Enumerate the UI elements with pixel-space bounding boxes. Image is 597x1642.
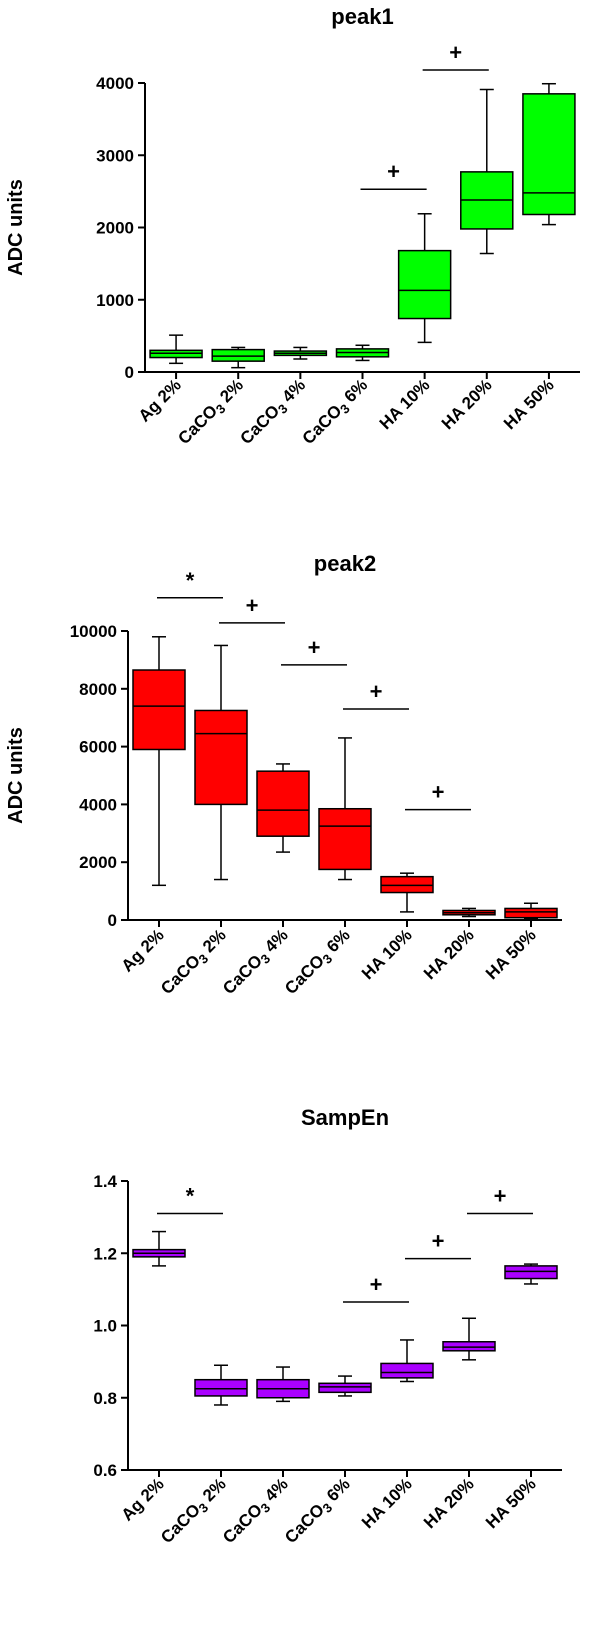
peak2-category-label: CaCO3 4% bbox=[219, 925, 294, 1000]
sampen-category-label: HA 10% bbox=[358, 1474, 416, 1532]
peak1-significance-mark: + bbox=[449, 40, 462, 65]
peak1-y-tick-label: 2000 bbox=[96, 219, 134, 238]
peak2-category-label: HA 50% bbox=[482, 925, 540, 983]
peak1-box bbox=[522, 93, 576, 216]
peak2-box bbox=[504, 907, 558, 919]
peak1-category-label: HA 20% bbox=[438, 375, 496, 433]
peak2-significance-mark: + bbox=[246, 593, 259, 618]
peak1-title: peak1 bbox=[331, 4, 393, 29]
peak2-y-tick-label: 8000 bbox=[79, 680, 117, 699]
peak1-box bbox=[397, 249, 452, 320]
peak1-category-label: CaCO3 4% bbox=[237, 375, 312, 450]
peak2-box bbox=[256, 770, 310, 837]
sampen-y-tick-label: 0.8 bbox=[93, 1389, 117, 1408]
peak2-category-label: HA 10% bbox=[358, 925, 416, 983]
peak1-category-label: CaCO3 6% bbox=[299, 375, 374, 450]
sampen-category-label: HA 20% bbox=[420, 1474, 478, 1532]
peak1-category-label: CaCO3 2% bbox=[174, 375, 249, 450]
sampen-y-tick-label: 0.6 bbox=[93, 1461, 117, 1480]
sampen-y-tick-label: 1.2 bbox=[93, 1244, 117, 1263]
peak2-chart: peak2 ADC units 0 2000 4000 6000 8000 10000 Ag 2… bbox=[5, 551, 562, 1000]
peak2-y-tick-label: 2000 bbox=[79, 853, 117, 872]
peak1-ylabel: ADC units bbox=[5, 179, 27, 276]
sampen-box bbox=[318, 1382, 372, 1394]
peak2-box bbox=[318, 807, 372, 871]
peak2-significance-mark: + bbox=[308, 635, 321, 660]
sampen-significance-mark: + bbox=[432, 1229, 445, 1254]
sampen-category-label: CaCO3 2% bbox=[157, 1474, 232, 1549]
peak1-category-label: HA 10% bbox=[376, 375, 434, 433]
peak2-y-tick-label: 0 bbox=[108, 911, 117, 930]
peak2-y-tick-label: 4000 bbox=[79, 795, 117, 814]
peak2-category-label: HA 20% bbox=[420, 925, 478, 983]
peak2-y-tick-label: 10000 bbox=[70, 622, 117, 641]
peak2-box bbox=[194, 709, 248, 806]
peak1-y-tick-label: 1000 bbox=[96, 291, 134, 310]
sampen-significance-mark: * bbox=[186, 1184, 195, 1209]
peak2-box bbox=[132, 669, 186, 751]
peak2-significance-mark: * bbox=[186, 568, 195, 593]
peak1-y-tick-label: 4000 bbox=[96, 74, 134, 93]
peak2-significance-mark: + bbox=[432, 780, 445, 805]
peak1-y-tick-label: 3000 bbox=[96, 146, 134, 165]
peak2-significance-mark: + bbox=[370, 679, 383, 704]
sampen-y-tick-label: 1.4 bbox=[93, 1172, 117, 1191]
sampen-box bbox=[380, 1362, 434, 1379]
peak2-y-tick-label: 6000 bbox=[79, 738, 117, 757]
peak2-category-label: CaCO3 2% bbox=[157, 925, 232, 1000]
peak2-category-label: CaCO3 6% bbox=[281, 925, 356, 1000]
sampen-significance-mark: + bbox=[370, 1272, 383, 1297]
sampen-box bbox=[504, 1265, 558, 1280]
sampen-title: SampEn bbox=[301, 1105, 389, 1130]
sampen-box bbox=[194, 1378, 248, 1397]
sampen-category-label: HA 50% bbox=[482, 1474, 540, 1532]
sampen-significance-mark: + bbox=[494, 1184, 507, 1209]
sampen-y-tick-label: 1.0 bbox=[93, 1317, 117, 1336]
peak2-title: peak2 bbox=[314, 551, 376, 576]
sampen-category-label: CaCO3 6% bbox=[281, 1474, 356, 1549]
peak2-category-label: Ag 2% bbox=[118, 925, 168, 975]
sampen-category-label: Ag 2% bbox=[118, 1474, 168, 1524]
peak1-category-label: Ag 2% bbox=[135, 375, 185, 425]
sampen-box bbox=[442, 1341, 496, 1352]
peak2-ylabel: ADC units bbox=[5, 727, 27, 824]
peak1-category-label: HA 50% bbox=[500, 375, 558, 433]
peak1-significance-mark: + bbox=[387, 159, 400, 184]
sampen-category-label: CaCO3 4% bbox=[219, 1474, 294, 1549]
peak1-y-tick-label: 0 bbox=[125, 363, 134, 382]
